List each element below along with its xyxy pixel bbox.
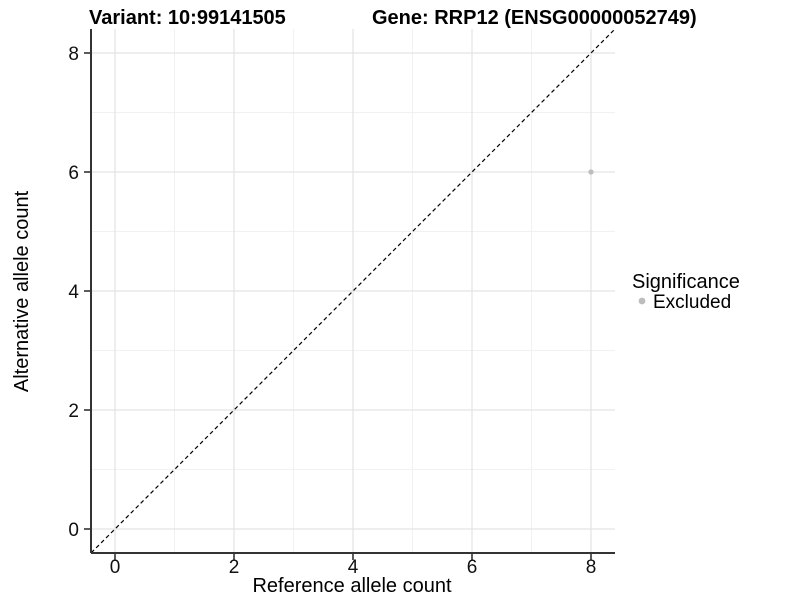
y-axis-title: Alternative allele count [11,190,33,392]
gene-title: Gene: RRP12 (ENSG00000052749) [372,7,697,29]
x-tick-label: 2 [229,557,240,578]
legend: Significance Excluded [632,271,740,313]
legend-key-dot [638,297,646,305]
variant-title: Variant: 10:99141505 [89,7,286,29]
x-tick-label: 0 [110,557,121,578]
tick-labels-group: 0 2 4 6 8 0 2 4 6 8 [68,44,596,578]
y-tick-label: 8 [68,44,79,65]
data-point [588,169,594,175]
x-tick-label: 8 [586,557,597,578]
y-tick-label: 0 [68,520,79,541]
legend-entry-label: Excluded [653,292,731,313]
x-tick-label: 6 [467,557,478,578]
y-tick-label: 4 [68,282,79,303]
legend-title: Significance [632,271,740,293]
data-points-group [588,169,594,175]
identity-line-group [90,28,616,554]
x-tick-label: 4 [348,557,359,578]
y-tick-label: 6 [68,163,79,184]
x-axis-title: Reference allele count [252,575,451,597]
y-tick-label: 2 [68,401,79,422]
tick-marks-group [84,52,592,560]
identity-line [90,28,616,554]
grid-major-lines [91,29,615,553]
